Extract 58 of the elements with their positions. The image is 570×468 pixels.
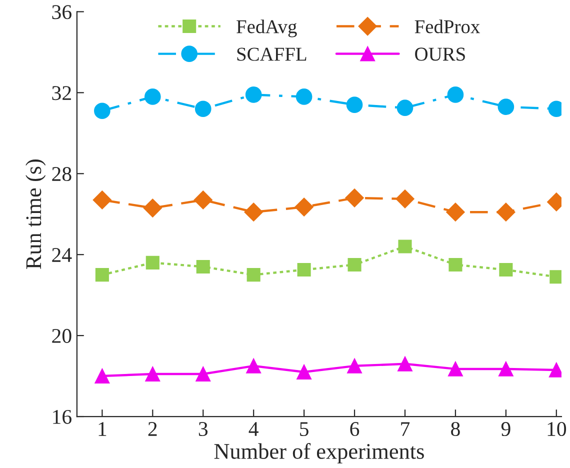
point bbox=[396, 190, 414, 208]
x-tick-label: 7 bbox=[401, 422, 410, 436]
point bbox=[196, 260, 210, 274]
y-tick-label: 24 bbox=[52, 248, 72, 262]
point bbox=[345, 188, 364, 208]
point bbox=[396, 100, 414, 116]
point bbox=[398, 240, 412, 254]
point bbox=[95, 268, 109, 282]
y-tick-label: 36 bbox=[52, 5, 72, 20]
y-tick-label: 28 bbox=[52, 167, 72, 182]
x-tick-label: 1 bbox=[98, 422, 106, 436]
x-tick-label: 5 bbox=[300, 422, 308, 436]
point bbox=[296, 364, 312, 380]
x-tick-label: 9 bbox=[501, 422, 510, 436]
point bbox=[244, 202, 263, 222]
x-tick-label: 6 bbox=[350, 422, 360, 436]
point bbox=[94, 102, 110, 120]
point bbox=[246, 358, 262, 374]
point bbox=[245, 86, 262, 103]
y-axis-title: Run time (s) bbox=[26, 160, 46, 270]
point bbox=[143, 198, 162, 218]
point bbox=[348, 258, 362, 272]
point bbox=[196, 366, 211, 382]
legend-label: FedAvg bbox=[236, 20, 297, 38]
point bbox=[194, 100, 212, 118]
point bbox=[496, 202, 516, 222]
y-tick-label: 32 bbox=[52, 86, 71, 100]
point bbox=[448, 258, 462, 272]
point bbox=[499, 263, 513, 277]
point bbox=[145, 366, 160, 382]
point bbox=[246, 268, 260, 282]
x-tick-label: 3 bbox=[198, 422, 208, 436]
legend-label: FedProx bbox=[414, 20, 480, 34]
point bbox=[398, 356, 412, 372]
x-tick-label: 10 bbox=[548, 422, 566, 436]
point bbox=[296, 88, 312, 105]
point bbox=[498, 361, 514, 376]
point bbox=[92, 190, 112, 210]
x-tick-label: 2 bbox=[148, 422, 157, 436]
point bbox=[297, 263, 311, 277]
x-tick-label: 8 bbox=[451, 422, 460, 436]
point bbox=[448, 361, 463, 376]
legend-label: OURS bbox=[415, 48, 465, 61]
point bbox=[94, 368, 110, 384]
legend-label: SCAFFL bbox=[237, 48, 306, 61]
point bbox=[294, 198, 314, 216]
point bbox=[146, 256, 160, 270]
point bbox=[498, 98, 514, 115]
y-tick-label: 16 bbox=[53, 410, 72, 424]
point bbox=[346, 96, 363, 113]
point bbox=[347, 358, 362, 374]
y-tick-label: 20 bbox=[52, 328, 72, 343]
point bbox=[144, 88, 161, 105]
x-tick-label: 4 bbox=[248, 422, 258, 436]
point bbox=[447, 86, 464, 103]
point bbox=[446, 202, 465, 222]
x-axis-title: Number of experiments bbox=[214, 443, 424, 464]
point bbox=[194, 190, 212, 210]
